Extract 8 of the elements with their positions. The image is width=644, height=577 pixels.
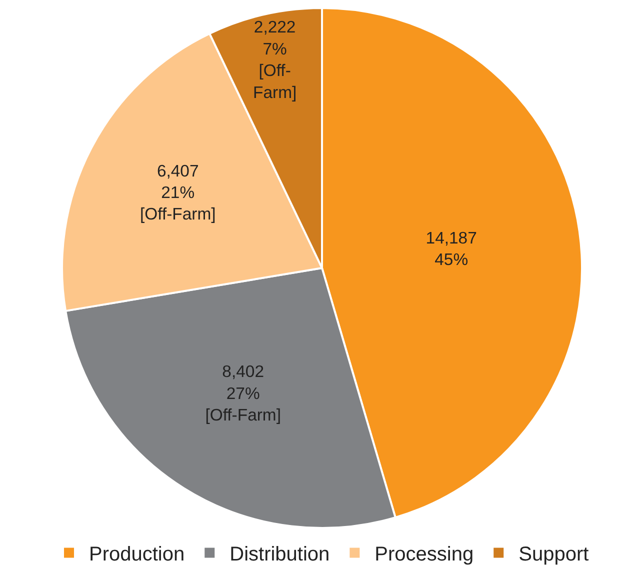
data-label: 14,187 45% — [426, 228, 477, 270]
legend-label: Processing — [374, 544, 474, 566]
legend-label: Production — [89, 544, 185, 566]
legend-label: Distribution — [230, 544, 330, 566]
data-label: 6,407 21% [Off-Farm] — [140, 161, 216, 224]
legend-label: Support — [518, 544, 590, 566]
data-label: 2,222 7% [Off- Farm] — [253, 18, 297, 102]
data-label: 8,402 27% [Off-Farm] — [205, 362, 281, 425]
